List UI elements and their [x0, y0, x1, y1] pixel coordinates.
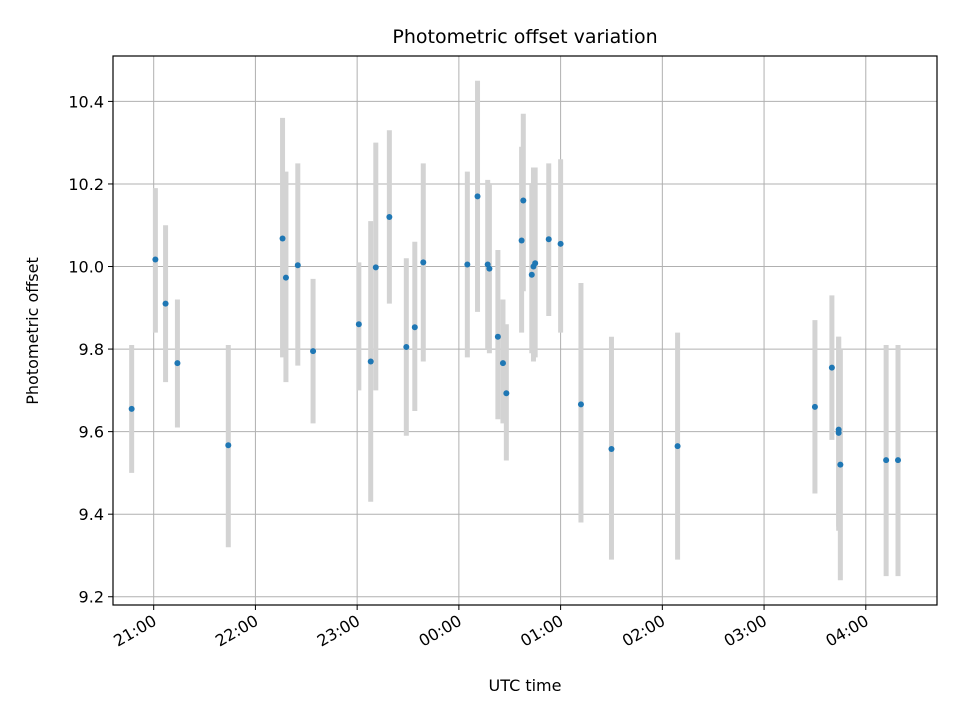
data-point — [486, 265, 493, 272]
data-point — [420, 259, 427, 266]
data-point — [503, 390, 510, 397]
data-point — [174, 360, 181, 367]
data-point — [128, 405, 135, 412]
data-point — [835, 429, 842, 436]
data-point — [282, 274, 289, 281]
data-point — [674, 443, 681, 450]
data-point — [355, 321, 362, 328]
data-point — [372, 264, 379, 271]
data-point — [310, 348, 317, 355]
data-point — [828, 364, 835, 371]
y-tick-label: 10.4 — [68, 92, 104, 111]
data-point — [367, 358, 374, 365]
data-points — [128, 193, 902, 468]
data-point — [494, 333, 501, 340]
y-tick-label: 10.2 — [68, 175, 104, 194]
data-point — [474, 193, 481, 200]
y-axis: 9.2 9.4 9.6 9.8 10.0 10.2 10.4 — [68, 92, 113, 607]
x-axis-label: UTC time — [489, 676, 562, 695]
data-point — [532, 260, 539, 267]
data-point — [545, 236, 552, 243]
data-point — [837, 461, 844, 468]
chart-title: Photometric offset variation — [392, 26, 657, 48]
data-point — [464, 261, 471, 268]
data-point — [895, 457, 902, 464]
data-point — [577, 401, 584, 408]
data-point — [883, 457, 890, 464]
data-point — [608, 445, 615, 452]
data-point — [411, 324, 418, 331]
data-point — [528, 271, 535, 278]
y-axis-label: Photometric offset — [23, 257, 42, 405]
data-point — [162, 300, 169, 307]
y-tick-label: 9.8 — [79, 340, 104, 359]
y-tick-label: 10.0 — [68, 258, 104, 277]
data-point — [225, 442, 232, 449]
data-point — [557, 240, 564, 247]
data-point — [520, 197, 527, 204]
data-point — [152, 256, 159, 263]
plot-frame — [112, 55, 938, 606]
data-point — [499, 360, 506, 367]
data-point — [279, 235, 286, 242]
data-point — [386, 213, 393, 220]
data-point — [403, 344, 410, 351]
y-tick-label: 9.4 — [79, 505, 104, 524]
y-tick-label: 9.6 — [79, 423, 104, 442]
y-tick-label: 9.2 — [79, 588, 104, 607]
data-point — [811, 403, 818, 410]
data-point — [518, 237, 525, 244]
data-point — [294, 262, 301, 269]
